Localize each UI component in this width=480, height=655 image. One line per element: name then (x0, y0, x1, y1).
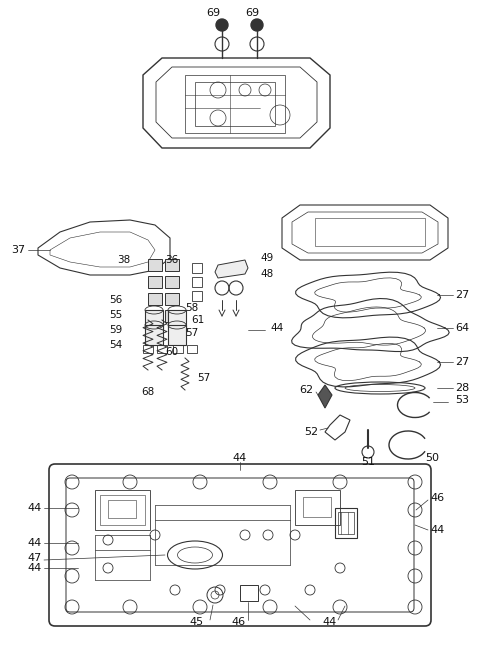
Circle shape (251, 19, 263, 31)
Text: 69: 69 (206, 8, 220, 18)
Bar (295, 490, 340, 525)
Text: 51: 51 (361, 457, 375, 467)
Bar (192, 291, 202, 301)
Text: 57: 57 (197, 373, 210, 383)
Bar (168, 310, 186, 330)
Text: 59: 59 (109, 325, 122, 335)
Bar (148, 293, 162, 305)
Bar (192, 263, 202, 273)
Text: 57: 57 (185, 328, 198, 338)
Polygon shape (318, 385, 332, 408)
Bar (165, 310, 179, 322)
Text: 38: 38 (117, 255, 130, 265)
Text: 44: 44 (28, 503, 42, 513)
Bar (173, 345, 183, 353)
Bar (303, 497, 331, 517)
Text: 55: 55 (109, 310, 122, 320)
Text: 60: 60 (165, 347, 178, 357)
Text: 44: 44 (430, 525, 444, 535)
Text: 64: 64 (455, 323, 469, 333)
Bar (335, 508, 357, 538)
Text: 49: 49 (260, 253, 273, 263)
Text: 62: 62 (299, 385, 313, 395)
Text: 45: 45 (190, 617, 204, 627)
Bar (148, 310, 162, 322)
Text: 28: 28 (455, 383, 469, 393)
Bar (148, 276, 162, 288)
Circle shape (216, 19, 228, 31)
Text: 68: 68 (142, 387, 155, 397)
Text: 54: 54 (109, 340, 122, 350)
Bar (195, 82, 275, 126)
Text: 27: 27 (455, 290, 469, 300)
Text: 44: 44 (270, 323, 283, 333)
Bar (165, 293, 179, 305)
Bar (145, 325, 163, 345)
Text: 58: 58 (185, 303, 198, 313)
Text: 44: 44 (28, 538, 42, 548)
Text: 53: 53 (455, 395, 469, 405)
Bar (100, 495, 145, 525)
Bar (108, 500, 136, 518)
Bar (95, 490, 150, 530)
Bar (165, 259, 179, 271)
Bar (185, 75, 285, 133)
Bar (338, 512, 354, 534)
Bar (240, 585, 258, 601)
Polygon shape (215, 260, 248, 278)
Text: 56: 56 (109, 295, 122, 305)
Bar (143, 345, 153, 353)
Text: 37: 37 (11, 245, 25, 255)
Bar (315, 218, 425, 246)
Bar (157, 345, 167, 353)
Text: 46: 46 (430, 493, 444, 503)
Bar (187, 345, 197, 353)
Text: 44: 44 (323, 617, 337, 627)
Text: 44: 44 (233, 453, 247, 463)
Bar (148, 259, 162, 271)
Text: 61: 61 (191, 315, 204, 325)
Text: 36: 36 (165, 255, 178, 265)
Bar (165, 276, 179, 288)
Bar (145, 310, 163, 330)
Bar (192, 277, 202, 287)
Bar (168, 325, 186, 345)
Text: 44: 44 (28, 563, 42, 573)
Text: 48: 48 (260, 269, 273, 279)
Text: 47: 47 (28, 553, 42, 563)
Text: 50: 50 (425, 453, 439, 463)
Text: 27: 27 (455, 357, 469, 367)
Text: 69: 69 (245, 8, 259, 18)
Text: 52: 52 (304, 427, 318, 437)
Text: 46: 46 (231, 617, 245, 627)
